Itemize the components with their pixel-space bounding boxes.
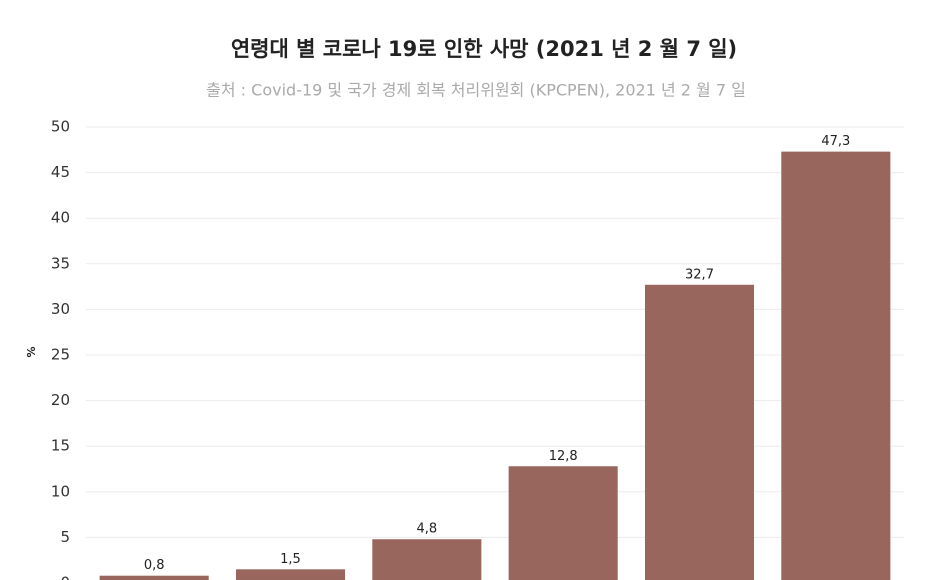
y-tick-label: 45: [51, 163, 70, 181]
y-tick-label: 25: [51, 346, 70, 364]
y-tick-label: 0: [60, 574, 70, 580]
bar: [781, 151, 891, 580]
y-tick-label: 50: [51, 118, 70, 136]
y-tick-label: 40: [51, 209, 70, 227]
y-tick-label: 5: [60, 528, 70, 546]
bar: [372, 539, 482, 580]
y-tick-label: 30: [51, 300, 70, 318]
y-tick-label: 20: [51, 391, 70, 409]
y-tick-label: 15: [51, 437, 70, 455]
y-tick-label: 35: [51, 254, 70, 272]
data-label: 4,8: [416, 522, 437, 537]
bar: [644, 284, 755, 580]
bar: [99, 575, 209, 580]
data-label: 12,8: [549, 449, 578, 464]
data-label: 47,3: [821, 134, 850, 149]
y-axis-label: %: [25, 346, 38, 357]
bar: [508, 466, 618, 580]
data-label: 0,8: [144, 558, 165, 573]
y-tick-label: 10: [51, 482, 70, 500]
chart-title: 연령대 별 코로나 19로 인한 사망 (2021 년 2 월 7 일): [231, 37, 737, 61]
bar: [235, 569, 346, 580]
data-label: 32,7: [685, 267, 714, 282]
data-label: 1,5: [280, 552, 301, 567]
chart-subtitle: 출처 : Covid-19 및 국가 경제 회복 처리위원회 (KPCPEN),…: [206, 81, 746, 100]
